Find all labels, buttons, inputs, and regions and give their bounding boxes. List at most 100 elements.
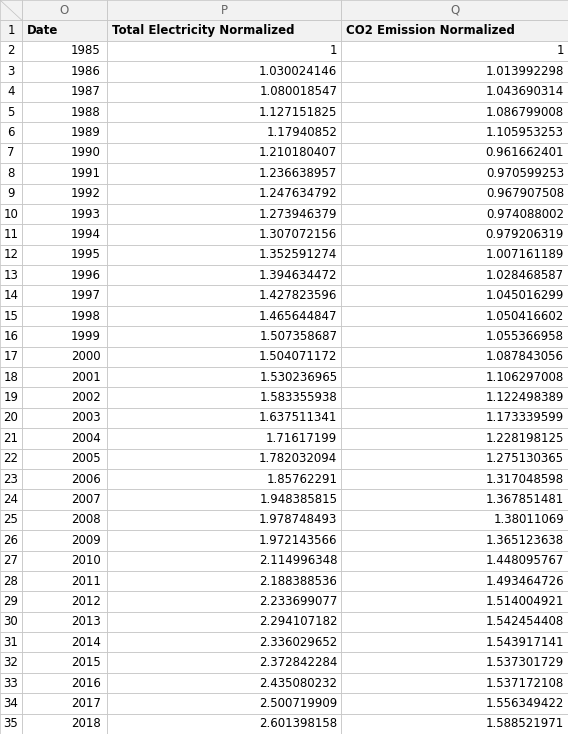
- Bar: [0, 428, 22, 448]
- Text: 1.028468587: 1.028468587: [486, 269, 564, 282]
- Bar: [341, 713, 568, 734]
- Text: 2018: 2018: [71, 717, 101, 730]
- Text: 13: 13: [3, 269, 18, 282]
- Text: 1.537301729: 1.537301729: [486, 656, 564, 669]
- Bar: [107, 611, 341, 632]
- Text: 21: 21: [3, 432, 19, 445]
- Text: 20: 20: [3, 412, 18, 424]
- Text: 1.317048598: 1.317048598: [486, 473, 564, 486]
- Bar: [341, 102, 568, 123]
- Text: Date: Date: [27, 24, 59, 37]
- Bar: [341, 509, 568, 530]
- Bar: [0, 21, 22, 41]
- Text: 1992: 1992: [70, 187, 101, 200]
- Text: 1.448095767: 1.448095767: [486, 554, 564, 567]
- Text: 1.465644847: 1.465644847: [259, 310, 337, 322]
- Bar: [22, 673, 107, 693]
- Text: 1.427823596: 1.427823596: [259, 289, 337, 302]
- Text: 17: 17: [3, 350, 19, 363]
- Text: 7: 7: [7, 146, 15, 159]
- Text: 1.273946379: 1.273946379: [259, 208, 337, 221]
- Bar: [107, 509, 341, 530]
- Bar: [107, 61, 341, 81]
- Bar: [341, 123, 568, 142]
- Bar: [107, 265, 341, 286]
- Bar: [22, 571, 107, 592]
- Text: 2.114996348: 2.114996348: [259, 554, 337, 567]
- Bar: [22, 428, 107, 448]
- Text: 1999: 1999: [70, 330, 101, 343]
- Text: 1: 1: [7, 24, 15, 37]
- Text: 1.583355938: 1.583355938: [260, 391, 337, 404]
- Text: 1.972143566: 1.972143566: [259, 534, 337, 547]
- Text: 2007: 2007: [71, 493, 101, 506]
- Bar: [22, 530, 107, 550]
- Bar: [341, 0, 568, 21]
- Text: Q: Q: [450, 4, 460, 17]
- Bar: [341, 142, 568, 163]
- Bar: [22, 123, 107, 142]
- Text: 1.38011069: 1.38011069: [493, 513, 564, 526]
- Bar: [22, 61, 107, 81]
- Text: O: O: [60, 4, 69, 17]
- Text: 16: 16: [3, 330, 19, 343]
- Bar: [341, 204, 568, 225]
- Bar: [341, 550, 568, 571]
- Bar: [341, 244, 568, 265]
- Bar: [0, 204, 22, 225]
- Bar: [107, 184, 341, 204]
- Text: 1986: 1986: [71, 65, 101, 78]
- Bar: [0, 673, 22, 693]
- Bar: [341, 346, 568, 367]
- Text: 1.087843056: 1.087843056: [486, 350, 564, 363]
- Bar: [341, 490, 568, 509]
- Text: 2.188388536: 2.188388536: [260, 575, 337, 588]
- Text: P: P: [220, 4, 228, 17]
- Bar: [107, 530, 341, 550]
- Bar: [0, 448, 22, 469]
- Text: 1.367851481: 1.367851481: [486, 493, 564, 506]
- Bar: [22, 408, 107, 428]
- Bar: [0, 102, 22, 123]
- Text: Total Electricity Normalized: Total Electricity Normalized: [112, 24, 294, 37]
- Bar: [107, 673, 341, 693]
- Text: 1.105953253: 1.105953253: [486, 126, 564, 139]
- Bar: [22, 0, 107, 21]
- Text: 1.080018547: 1.080018547: [260, 85, 337, 98]
- Text: 1.127151825: 1.127151825: [259, 106, 337, 119]
- Bar: [22, 693, 107, 713]
- Text: 1.504071172: 1.504071172: [259, 350, 337, 363]
- Bar: [0, 41, 22, 61]
- Text: 28: 28: [3, 575, 18, 588]
- Bar: [22, 81, 107, 102]
- Text: 24: 24: [3, 493, 19, 506]
- Bar: [107, 713, 341, 734]
- Text: 2015: 2015: [71, 656, 101, 669]
- Bar: [0, 265, 22, 286]
- Bar: [0, 611, 22, 632]
- Bar: [22, 265, 107, 286]
- Bar: [0, 653, 22, 673]
- Bar: [107, 388, 341, 408]
- Text: 0.967907508: 0.967907508: [486, 187, 564, 200]
- Bar: [107, 225, 341, 244]
- Bar: [22, 653, 107, 673]
- Bar: [22, 184, 107, 204]
- Bar: [107, 0, 341, 21]
- Text: 8: 8: [7, 167, 15, 180]
- Text: 18: 18: [3, 371, 18, 384]
- Bar: [0, 592, 22, 611]
- Bar: [107, 306, 341, 326]
- Text: 1.228198125: 1.228198125: [486, 432, 564, 445]
- Bar: [0, 367, 22, 388]
- Text: 2.372842284: 2.372842284: [259, 656, 337, 669]
- Bar: [0, 469, 22, 490]
- Bar: [341, 632, 568, 653]
- Bar: [341, 61, 568, 81]
- Text: 1.782032094: 1.782032094: [259, 452, 337, 465]
- Text: 1.17940852: 1.17940852: [266, 126, 337, 139]
- Bar: [0, 163, 22, 184]
- Text: 1.394634472: 1.394634472: [259, 269, 337, 282]
- Bar: [22, 713, 107, 734]
- Bar: [0, 693, 22, 713]
